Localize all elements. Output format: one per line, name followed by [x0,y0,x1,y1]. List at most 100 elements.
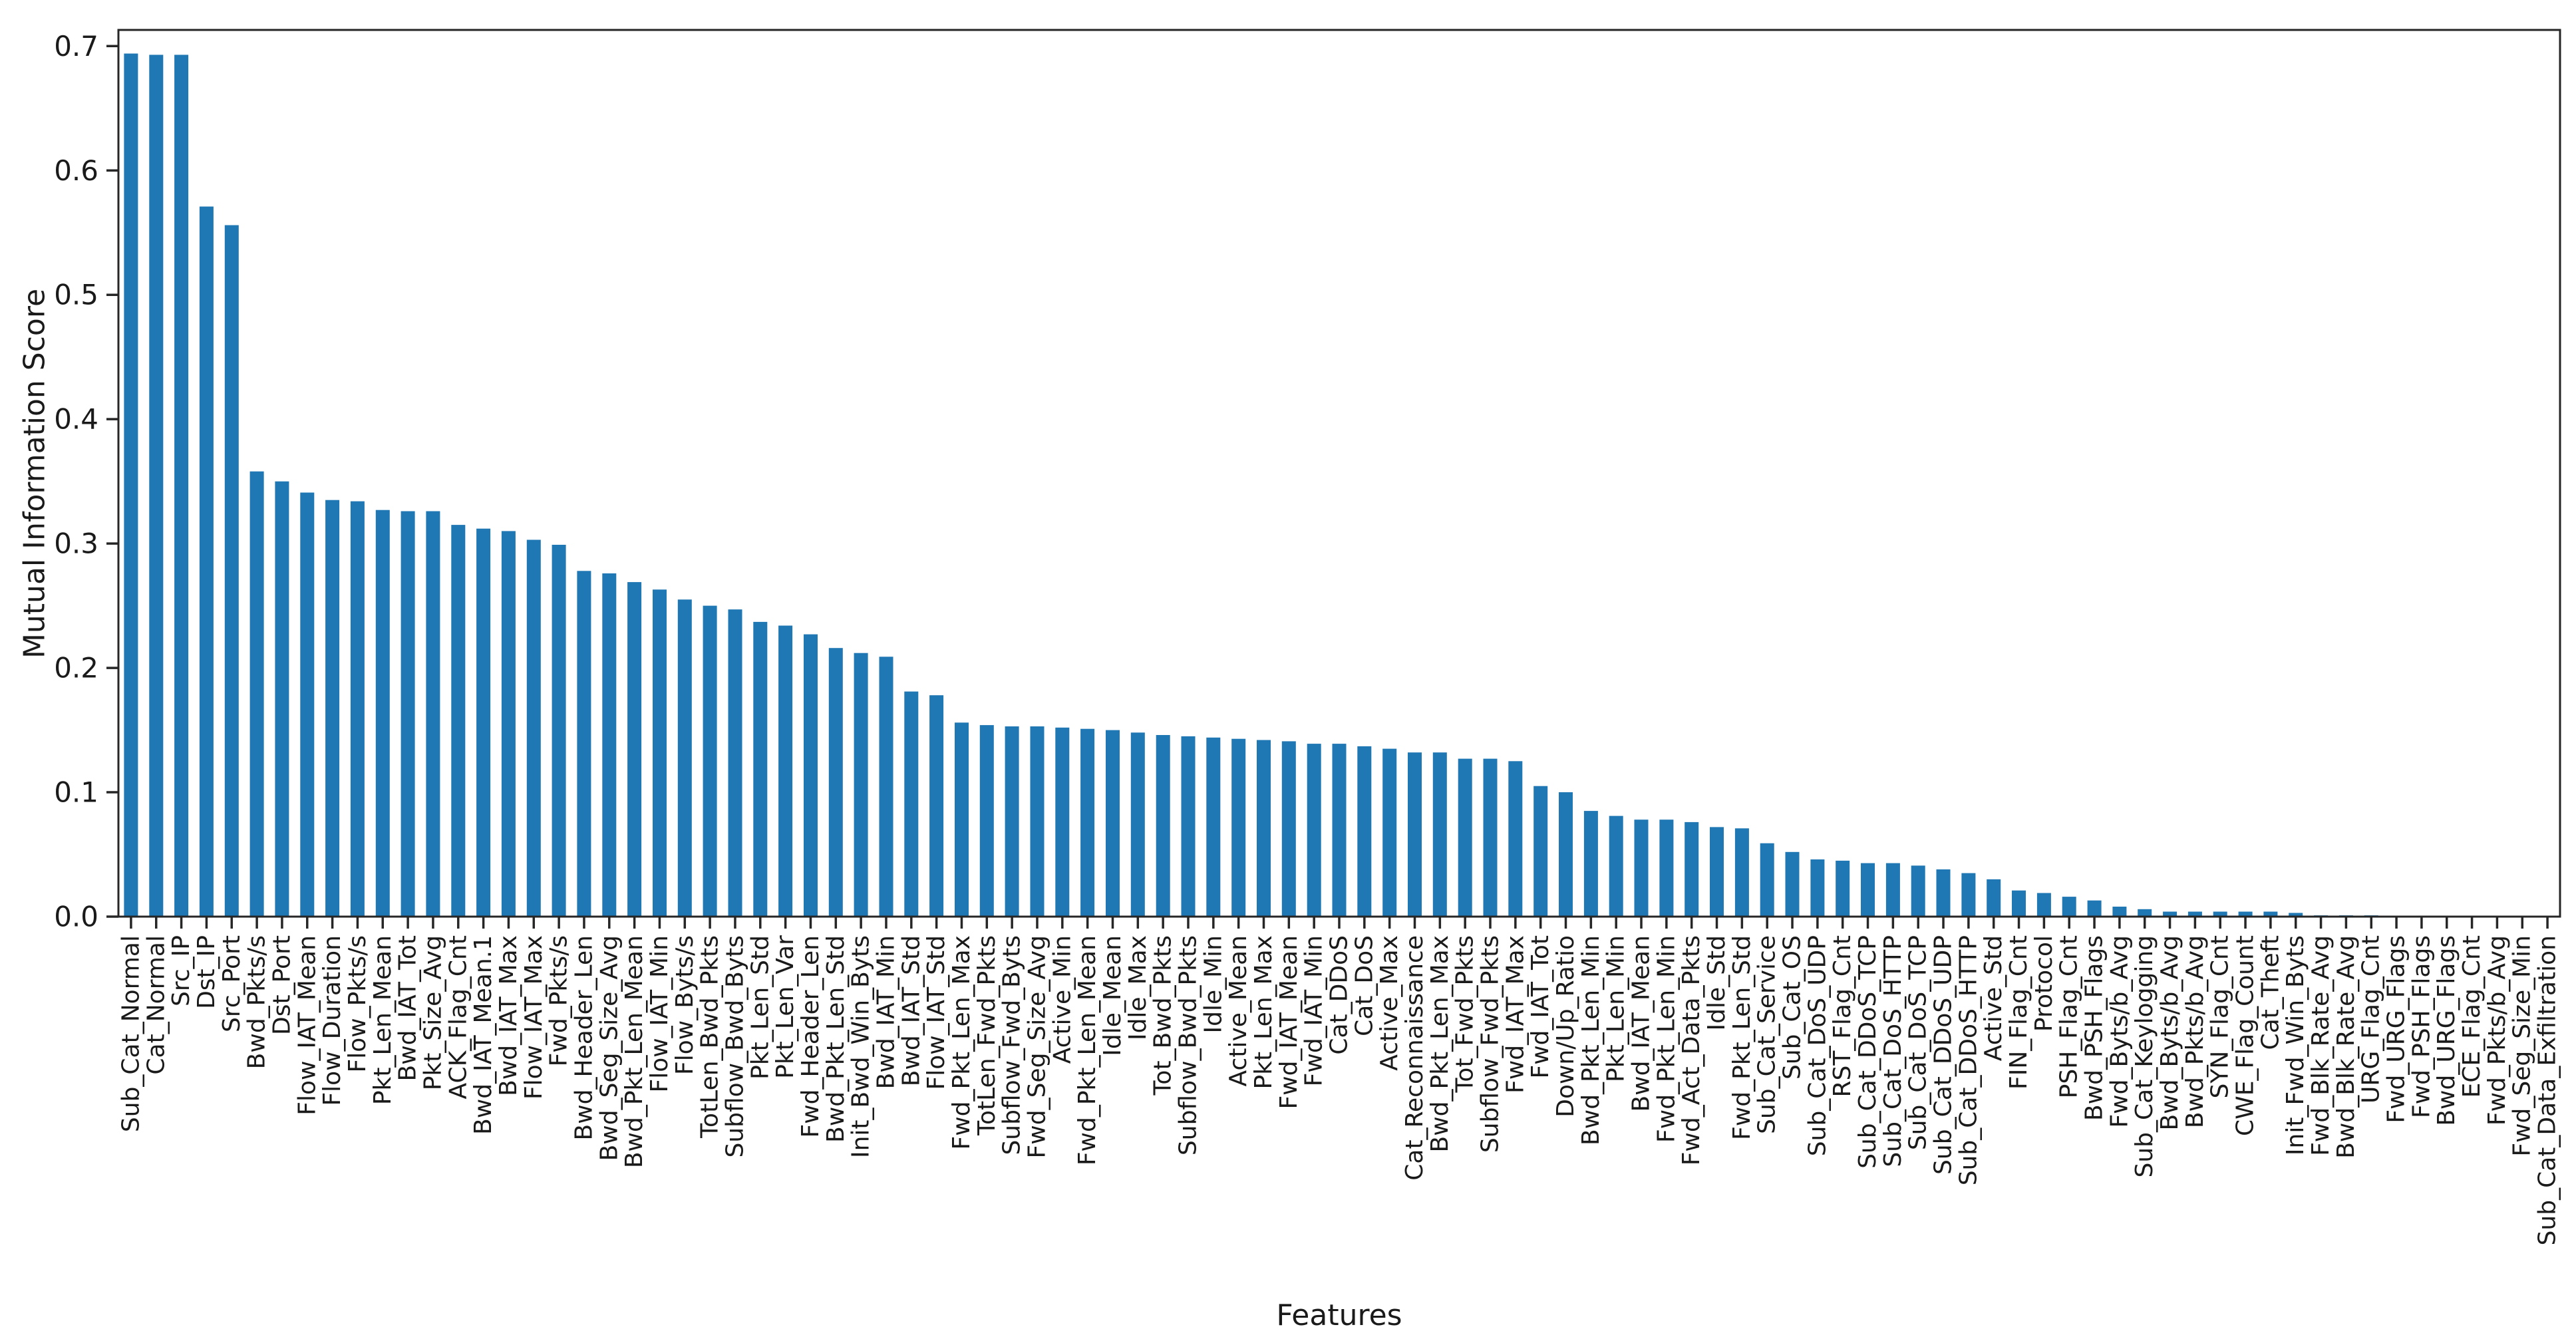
x-tick-label: Idle_Std [1703,935,1730,1030]
bar [199,206,214,917]
bar [1760,843,1774,917]
bar [2187,911,2202,917]
x-tick-label: Pkt_Len_Max [1250,935,1277,1090]
x-tick-label: Fwd_URG_Flags [2383,935,2410,1123]
x-tick-label: Bwd_PSH_Flags [2081,935,2108,1121]
x-tick-label: Active_Max [1376,935,1403,1071]
x-tick-label: Sub_Cat_Normal [117,935,144,1132]
x-tick-label: Cat_Normal [142,935,170,1075]
x-tick-label: Src_IP [168,935,195,1006]
y-tick-label: 0.0 [54,901,98,933]
bar [275,481,289,917]
y-tick-label: 0.1 [54,776,98,809]
x-tick-label: Sub_Cat_DDoS_TCP [1854,935,1881,1169]
x-tick-label: Active_Min [1048,935,1076,1064]
bar [1156,735,1170,917]
x-tick-label: Fwd_Pkt_Len_Mean [1074,935,1101,1165]
x-tick-label: Bwd_IAT_Mean [1628,935,1655,1112]
x-tick-label: Flow_IAT_Min [646,935,673,1093]
x-tick-label: Bwd_Seg_Size_Avg [595,935,623,1161]
x-tick-label: Sub_Cat_Data_Exfiltration [2534,935,2561,1245]
x-tick-label: Sub_Cat_DoS_UDP [1804,935,1831,1156]
bar [1685,821,1699,917]
bar [350,501,365,917]
bar [602,573,617,917]
bar [401,511,415,917]
bar [828,648,843,917]
x-tick-label: Bwd_Header_Len [570,935,597,1140]
bar [1030,726,1045,917]
x-tick-label: Bwd_Pkt_Len_Min [1577,935,1605,1145]
bar [904,691,919,917]
x-tick-label: Fwd_PSH_Flags [2408,935,2435,1118]
bar [979,725,994,917]
bar [1458,758,1472,917]
x-tick-label: Subflow_Bwd_Byts [721,935,748,1158]
bar [124,53,138,917]
x-tick-label: Fwd_IAT_Min [1301,935,1328,1086]
bar [2112,907,2127,917]
x-tick-label: Bwd_Byts/b_Avg [2156,935,2183,1131]
y-tick-label: 0.2 [54,652,98,684]
bar [2289,913,2303,917]
bar [375,510,390,917]
x-tick-label: Flow_Duration [319,935,346,1106]
bar [1181,736,1196,917]
y-tick-label: 0.3 [54,527,98,560]
bar [2263,911,2278,917]
bar [1936,869,1951,917]
x-tick-label: Sub_Cat_DoS_TCP [1905,935,1932,1150]
bar [526,539,541,917]
x-tick-label: Sub_Cat_Keylogging [2131,935,2158,1178]
x-tick-label: Cat_Theft [2257,935,2284,1050]
x-tick-label: Pkt_Len_Var [772,935,799,1079]
x-tick-label: Fwd_IAT_Max [1502,935,1529,1094]
bar [1332,744,1347,917]
bar [879,657,893,917]
x-tick-label: Idle_Max [1124,935,1152,1040]
bar [2062,897,2076,917]
x-tick-label: Fwd_Pkt_Len_Max [948,935,975,1150]
bar [1559,792,1573,917]
bar [325,500,340,917]
x-tick-label: Active_Std [1980,935,2007,1061]
x-tick-label: Fwd_IAT_Mean [1275,935,1303,1110]
bar [1659,820,1674,917]
bar [2012,890,2026,917]
bar [1861,863,1875,917]
bar [149,55,164,917]
x-tick-label: Bwd_Pkt_Len_Max [1426,935,1454,1152]
bar [653,589,667,917]
bar [1281,741,1296,917]
bar [1836,860,1850,917]
x-tick-label: Idle_Min [1200,935,1227,1034]
x-tick-label: Fwd_Seg_Size_Min [2509,935,2536,1157]
x-tick-label: FIN_Flag_Cnt [2005,935,2032,1090]
y-axis-label: Mutual Information Score [17,288,52,659]
bar [955,722,969,917]
x-tick-label: Flow_IAT_Mean [293,935,321,1116]
bar [1257,740,1271,917]
x-tick-label: Fwd_Blk_Rate_Avg [2307,935,2334,1156]
bar [1885,863,1900,917]
x-tick-label: Flow_Pkts/s [344,935,371,1073]
bar [1206,737,1221,917]
x-tick-label: Down/Up_Ratio [1552,935,1579,1118]
bar [753,621,768,917]
x-tick-label: Protocol [2030,935,2058,1032]
bar [1911,865,1925,917]
bar [1508,761,1523,917]
x-tick-label: CWE_Flag_Count [2232,935,2259,1136]
x-tick-label: SYN_Flag_Cnt [2207,935,2234,1098]
bar [451,525,466,917]
bar [1710,827,1724,917]
bar [501,531,516,917]
x-tick-label: Bwd_IAT_Mean.1 [470,935,497,1135]
x-tick-label: ACK_Flag_Cnt [444,935,472,1099]
x-tick-label: Dst_Port [268,935,295,1035]
bar [1785,851,1800,917]
bar [476,528,491,917]
x-tick-label: Subflow_Fwd_Byts [999,935,1026,1155]
x-tick-label: Subflow_Bwd_Pkts [1174,935,1202,1155]
bar [1055,727,1070,917]
